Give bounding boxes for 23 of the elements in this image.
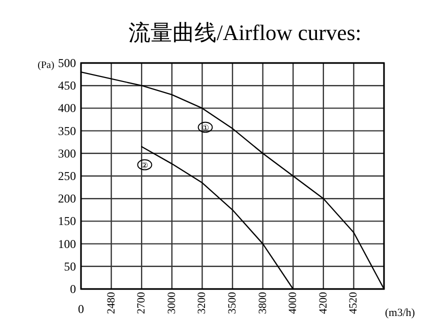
x-tick-label: 2480 — [105, 292, 118, 314]
x-tick-label: 3800 — [256, 292, 269, 314]
y-tick-label: 100 — [58, 236, 76, 251]
x-tick-label: 4000 — [287, 292, 300, 314]
y-tick-label: 500 — [58, 56, 76, 70]
x-tick-label: 2700 — [136, 292, 148, 314]
y-tick-label: 50 — [64, 259, 76, 274]
y-tick-label: 300 — [58, 146, 76, 160]
y-tick-label: 150 — [58, 214, 76, 228]
x-tick-label: 4520 — [348, 292, 360, 314]
x-tick-label: 3000 — [166, 292, 178, 314]
x-axis-title: (m3/h) — [385, 307, 416, 319]
y-tick-label: 350 — [58, 124, 76, 138]
y-tick-label: 200 — [58, 192, 76, 206]
y-axis-title: (Pa) — [38, 60, 54, 71]
x-tick-label: 3200 — [196, 292, 208, 314]
y-tick-label: 400 — [58, 101, 76, 116]
y-tick-label: 450 — [58, 78, 76, 93]
y-tick-label: 250 — [58, 169, 76, 183]
x-tick-label: 4200 — [317, 292, 330, 314]
x-tick-label: 3500 — [226, 292, 238, 314]
series-label: ① — [202, 123, 209, 132]
chart-title: 流量曲线/Airflow curves: — [128, 20, 362, 45]
